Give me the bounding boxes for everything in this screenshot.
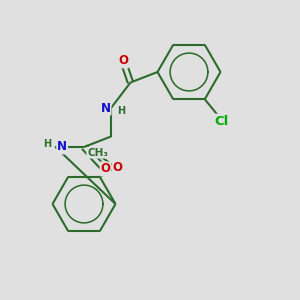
Text: CH₃: CH₃ xyxy=(87,148,108,158)
Text: N: N xyxy=(100,101,111,115)
Text: N: N xyxy=(57,140,67,154)
Text: O: O xyxy=(100,162,111,176)
Text: O: O xyxy=(113,161,123,174)
Text: O: O xyxy=(118,54,128,68)
Text: H: H xyxy=(43,139,51,149)
Text: H: H xyxy=(117,106,126,116)
Text: Cl: Cl xyxy=(214,115,228,128)
